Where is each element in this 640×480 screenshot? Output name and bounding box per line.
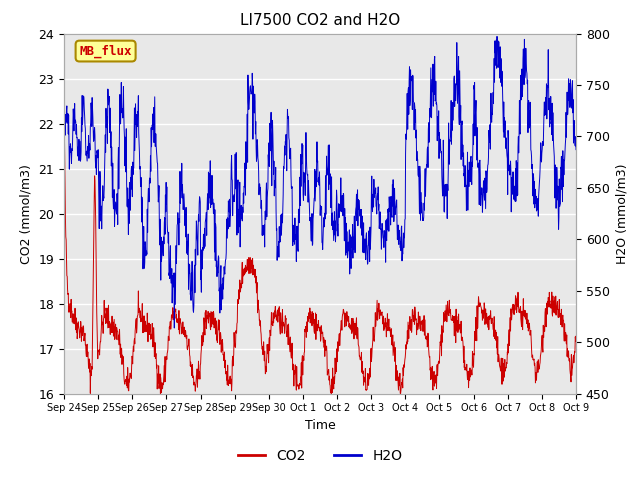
Title: LI7500 CO2 and H2O: LI7500 CO2 and H2O: [240, 13, 400, 28]
Text: MB_flux: MB_flux: [79, 44, 132, 58]
Y-axis label: CO2 (mmol/m3): CO2 (mmol/m3): [20, 164, 33, 264]
Y-axis label: H2O (mmol/m3): H2O (mmol/m3): [615, 163, 628, 264]
Legend: CO2, H2O: CO2, H2O: [232, 443, 408, 468]
X-axis label: Time: Time: [305, 419, 335, 432]
